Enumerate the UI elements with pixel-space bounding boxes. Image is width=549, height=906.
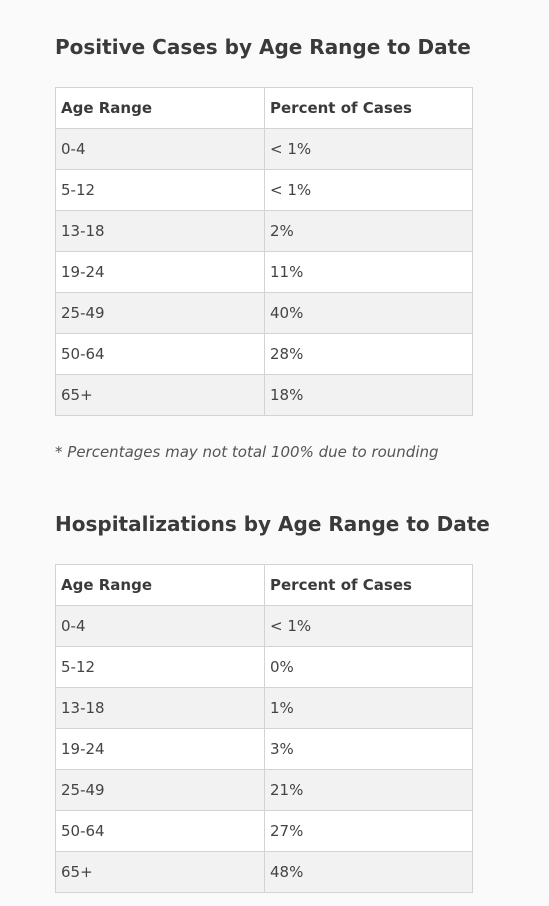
table-row: 19-24 11% <box>55 251 473 293</box>
percent-cell: 48% <box>264 851 473 893</box>
table-row: 13-18 2% <box>55 210 473 252</box>
percent-cell: < 1% <box>264 128 473 170</box>
percent-cell: < 1% <box>264 605 473 647</box>
percent-cell: 18% <box>264 374 473 416</box>
age-range-cell: 5-12 <box>55 646 265 688</box>
age-range-cell: 25-49 <box>55 292 265 334</box>
table-row: 25-49 40% <box>55 292 473 334</box>
age-range-cell: 65+ <box>55 851 265 893</box>
age-range-cell: 0-4 <box>55 605 265 647</box>
table-row: 50-64 28% <box>55 333 473 375</box>
table-row: 0-4 < 1% <box>55 128 473 170</box>
percent-cell: 40% <box>264 292 473 334</box>
table-row: 65+ 48% <box>55 851 473 893</box>
table-row: 19-24 3% <box>55 728 473 770</box>
table-row: 5-12 < 1% <box>55 169 473 211</box>
table-header-row: Age Range Percent of Cases <box>55 87 473 129</box>
age-range-cell: 13-18 <box>55 687 265 729</box>
age-range-cell: 25-49 <box>55 769 265 811</box>
percent-cell: 1% <box>264 687 473 729</box>
column-header-percent: Percent of Cases <box>264 564 473 606</box>
column-header-percent: Percent of Cases <box>264 87 473 129</box>
percent-cell: 0% <box>264 646 473 688</box>
age-range-cell: 5-12 <box>55 169 265 211</box>
column-header-age-range: Age Range <box>55 564 265 606</box>
hospitalizations-title: Hospitalizations by Age Range to Date <box>55 512 490 536</box>
age-range-cell: 19-24 <box>55 251 265 293</box>
table-header-row: Age Range Percent of Cases <box>55 564 473 606</box>
percent-cell: 28% <box>264 333 473 375</box>
age-range-cell: 65+ <box>55 374 265 416</box>
percent-cell: 11% <box>264 251 473 293</box>
table-row: 13-18 1% <box>55 687 473 729</box>
table-row: 0-4 < 1% <box>55 605 473 647</box>
age-range-cell: 19-24 <box>55 728 265 770</box>
age-range-cell: 50-64 <box>55 810 265 852</box>
table-row: 65+ 18% <box>55 374 473 416</box>
percent-cell: 21% <box>264 769 473 811</box>
positive-cases-table: Age Range Percent of Cases 0-4 < 1% 5-12 <… <box>55 87 473 416</box>
rounding-footnote: * Percentages may not total 100% due to … <box>55 443 439 461</box>
positive-cases-title: Positive Cases by Age Range to Date <box>55 35 471 59</box>
hospitalizations-table: Age Range Percent of Cases 0-4 < 1% 5-12 0… <box>55 564 473 893</box>
age-range-cell: 50-64 <box>55 333 265 375</box>
age-range-cell: 13-18 <box>55 210 265 252</box>
percent-cell: 3% <box>264 728 473 770</box>
percent-cell: < 1% <box>264 169 473 211</box>
table-row: 25-49 21% <box>55 769 473 811</box>
column-header-age-range: Age Range <box>55 87 265 129</box>
age-range-cell: 0-4 <box>55 128 265 170</box>
percent-cell: 2% <box>264 210 473 252</box>
table-row: 5-12 0% <box>55 646 473 688</box>
table-row: 50-64 27% <box>55 810 473 852</box>
percent-cell: 27% <box>264 810 473 852</box>
